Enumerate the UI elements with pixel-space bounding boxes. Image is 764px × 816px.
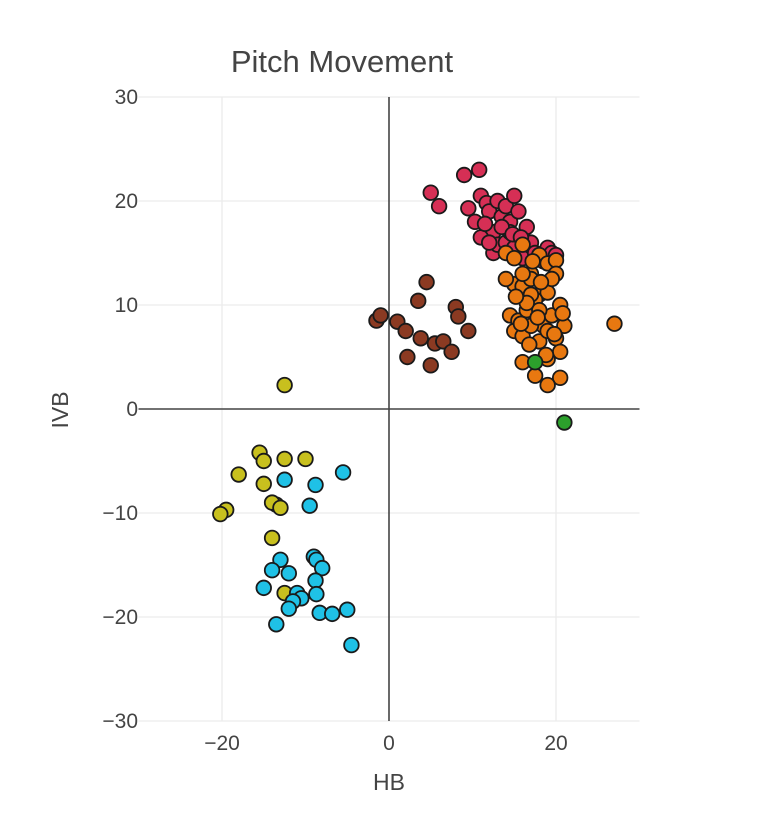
data-point-series-1 [521, 336, 538, 353]
data-point-series-2 [435, 333, 452, 350]
tick-labels: −30 −20 −10 0 10 20 30 −20 0 20 [102, 86, 567, 755]
data-point-series-1 [547, 252, 565, 269]
data-point-series-0 [510, 203, 527, 220]
data-point-series-1 [529, 309, 546, 326]
data-point-series-1 [526, 367, 544, 384]
data-point-series-2 [410, 292, 427, 310]
data-point-series-1 [606, 315, 623, 332]
data-point-series-5 [343, 636, 360, 654]
data-point-series-5 [280, 600, 298, 617]
data-point-series-2 [418, 273, 435, 291]
y-tick-label: 0 [126, 398, 138, 421]
data-point-series-3 [556, 414, 573, 431]
data-point-series-2 [450, 308, 467, 325]
data-point-series-1 [507, 288, 525, 305]
data-point-series-1 [532, 273, 550, 291]
data-point-series-4 [297, 450, 314, 468]
data-point-series-5 [339, 601, 356, 618]
x-tick-label: −20 [204, 732, 240, 755]
data-point-series-1 [524, 253, 541, 270]
data-point-series-4 [276, 376, 293, 394]
data-point-series-5 [307, 572, 324, 589]
x-axis-title: HB [373, 769, 405, 795]
data-point-series-4 [230, 466, 247, 483]
y-tick-label: 30 [115, 86, 138, 109]
data-point-series-3 [526, 354, 544, 371]
data-point-series-1 [554, 305, 571, 322]
y-axis-title: IVB [47, 391, 73, 428]
chart-title: Pitch Movement [231, 44, 454, 79]
data-point-series-5 [334, 464, 352, 481]
zero-lines [138, 97, 640, 721]
x-tick-label: 0 [383, 732, 395, 755]
data-point-series-5 [276, 471, 293, 488]
data-point-series-0 [455, 166, 473, 184]
data-point-series-2 [372, 307, 389, 324]
data-point-series-4 [255, 452, 272, 470]
data-point-series-1 [539, 376, 556, 394]
data-point-series-1 [551, 369, 569, 387]
data-point-series-5 [314, 559, 331, 577]
data-point-series-2 [399, 348, 416, 366]
data-point-series-0 [476, 215, 494, 233]
data-point-series-0 [430, 197, 448, 215]
data-point-series-2 [422, 357, 439, 374]
y-tick-label: −20 [102, 606, 138, 629]
data-points [212, 161, 623, 654]
data-point-series-1 [514, 265, 531, 283]
data-point-series-5 [301, 497, 318, 514]
y-tick-label: −10 [102, 502, 138, 525]
data-point-series-2 [443, 343, 460, 361]
data-point-series-2 [397, 322, 414, 340]
data-point-series-5 [324, 605, 341, 623]
x-tick-label: 20 [544, 732, 567, 755]
data-point-series-0 [481, 234, 498, 251]
data-point-series-1 [551, 343, 569, 361]
data-point-series-2 [412, 330, 429, 347]
y-tick-label: 10 [115, 294, 138, 317]
data-point-series-1 [514, 236, 531, 253]
data-point-series-4 [212, 505, 229, 523]
data-point-series-2 [460, 322, 477, 340]
data-point-series-1 [497, 270, 515, 288]
data-point-series-0 [460, 200, 477, 217]
data-point-series-4 [255, 475, 272, 493]
data-point-series-4 [263, 529, 281, 547]
y-tick-label: −30 [102, 710, 138, 733]
data-point-series-5 [307, 476, 324, 494]
data-point-series-0 [422, 184, 439, 201]
data-point-series-5 [308, 585, 325, 603]
y-tick-label: 20 [115, 190, 138, 213]
data-point-series-1 [546, 325, 563, 343]
data-point-series-1 [506, 250, 523, 267]
data-point-series-4 [272, 499, 289, 517]
data-point-series-0 [470, 161, 488, 179]
data-point-series-5 [255, 579, 272, 597]
data-point-series-4 [276, 450, 293, 468]
data-point-series-5 [272, 551, 289, 569]
data-point-series-1 [512, 315, 530, 332]
data-point-series-0 [506, 187, 523, 205]
data-point-series-5 [280, 565, 298, 582]
data-point-series-5 [268, 616, 285, 633]
data-point-series-5 [263, 562, 281, 579]
